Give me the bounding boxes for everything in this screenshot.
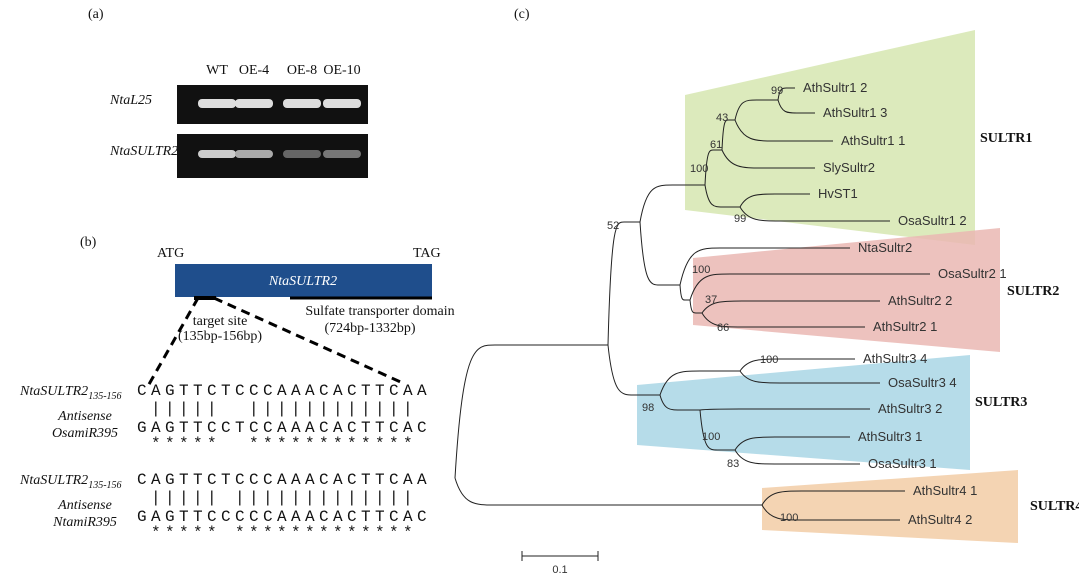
bootstrap-value: 37 (705, 294, 717, 306)
leaf-label: AthSultr2 2 (888, 293, 952, 308)
leaf-label: AthSultr4 1 (913, 483, 977, 498)
bootstrap-value: 83 (727, 458, 739, 470)
leaf-label: AthSultr1 3 (823, 105, 887, 120)
row-label: NtaL25 (109, 93, 152, 108)
group-label: SULTR4 (1030, 499, 1079, 514)
gel-band (198, 150, 236, 158)
target-name: NtaSULTR2135-156 (19, 473, 122, 491)
match-stars: ***** ************* (137, 524, 431, 542)
target-name: NtaSULTR2135-156 (19, 384, 122, 402)
scale-label: 0.1 (552, 564, 567, 576)
target-sequence: CAGTTCTCCCAAACACTTCAA (137, 382, 431, 400)
group-label: SULTR2 (1007, 284, 1059, 299)
bootstrap-value: 98 (642, 402, 654, 414)
match-bars: ||||| ||||||||||||| (137, 489, 431, 507)
tree-branch (680, 285, 690, 300)
target-sequence: CAGTTCTCCCAAACACTTCAA (137, 471, 431, 489)
lane-label: OE-10 (323, 63, 360, 78)
bootstrap-value: 100 (702, 431, 720, 443)
gel-band (323, 99, 361, 108)
leaf-label: NtaSultr2 (858, 240, 912, 255)
domain-range: (724bp-1332bp) (325, 321, 416, 336)
leaf-label: AthSultr1 1 (841, 133, 905, 148)
leaf-label: OsaSultr3 4 (888, 375, 957, 390)
tree-branch (640, 222, 680, 285)
figure: (a) (b) ATG TAG NtaSULTR2 Sulfate transp… (0, 0, 1079, 577)
bootstrap-value: 100 (760, 354, 778, 366)
panel-label: (b) (80, 235, 97, 250)
antisense-label: Antisense (57, 409, 112, 424)
mirna-name: NtamiR395 (52, 515, 117, 530)
target-subscript: 135-156 (88, 480, 121, 491)
tree-branch (455, 478, 762, 505)
match-bars: ||||| |||||||||||| (137, 400, 431, 418)
target-name-main: NtaSULTR2 (19, 384, 88, 399)
gel-band (283, 99, 321, 108)
bootstrap-value: 99 (734, 213, 746, 225)
gel-band (323, 150, 361, 158)
bootstrap-value: 66 (717, 322, 729, 334)
target-subscript: 135-156 (88, 391, 121, 402)
match-stars: ***** ************ (137, 435, 431, 453)
leaf-label: HvST1 (818, 186, 858, 201)
gel-band (235, 99, 273, 108)
tree-branch (455, 345, 608, 478)
lane-label: WT (206, 63, 228, 78)
leaf-label: AthSultr1 2 (803, 80, 867, 95)
tree-branch (608, 222, 640, 345)
gel-band (235, 150, 273, 158)
leaf-label: AthSultr2 1 (873, 319, 937, 334)
gel-band (198, 99, 236, 108)
bootstrap-value: 99 (771, 85, 783, 97)
gel-band (283, 150, 321, 158)
lane-label: OE-4 (239, 63, 269, 78)
bootstrap-value: 52 (607, 220, 619, 232)
leaf-label: OsaSultr2 1 (938, 266, 1007, 281)
target-range: (135bp-156bp) (178, 329, 262, 344)
lane-label: OE-8 (287, 63, 317, 78)
panel-label: (a) (88, 7, 104, 22)
row-label: NtaSULTR2 (109, 144, 178, 159)
clade-shade (762, 470, 1018, 543)
leaf-label: AthSultr3 1 (858, 429, 922, 444)
bootstrap-value: 100 (690, 163, 708, 175)
domain-label: Sulfate transporter domain (305, 304, 454, 319)
group-label: SULTR1 (980, 131, 1032, 146)
start-codon: ATG (157, 246, 184, 261)
mirna-name: OsamiR395 (52, 426, 118, 441)
leaf-label: SlySultr2 (823, 160, 875, 175)
bootstrap-value: 43 (716, 112, 728, 124)
group-label: SULTR3 (975, 395, 1027, 410)
gene-name: NtaSULTR2 (268, 274, 337, 289)
bootstrap-value: 100 (780, 512, 798, 524)
clade-shade (693, 228, 1000, 352)
leaf-label: OsaSultr1 2 (898, 213, 967, 228)
leaf-label: AthSultr3 4 (863, 351, 927, 366)
stop-codon: TAG (413, 246, 441, 261)
antisense-label: Antisense (57, 498, 112, 513)
bootstrap-value: 100 (692, 264, 710, 276)
leaf-label: AthSultr4 2 (908, 512, 972, 527)
leaf-label: AthSultr3 2 (878, 401, 942, 416)
leaf-label: OsaSultr3 1 (868, 456, 937, 471)
target-name-main: NtaSULTR2 (19, 473, 88, 488)
bootstrap-value: 61 (710, 139, 722, 151)
panel-label: (c) (514, 7, 530, 22)
target-label: target site (193, 314, 248, 329)
